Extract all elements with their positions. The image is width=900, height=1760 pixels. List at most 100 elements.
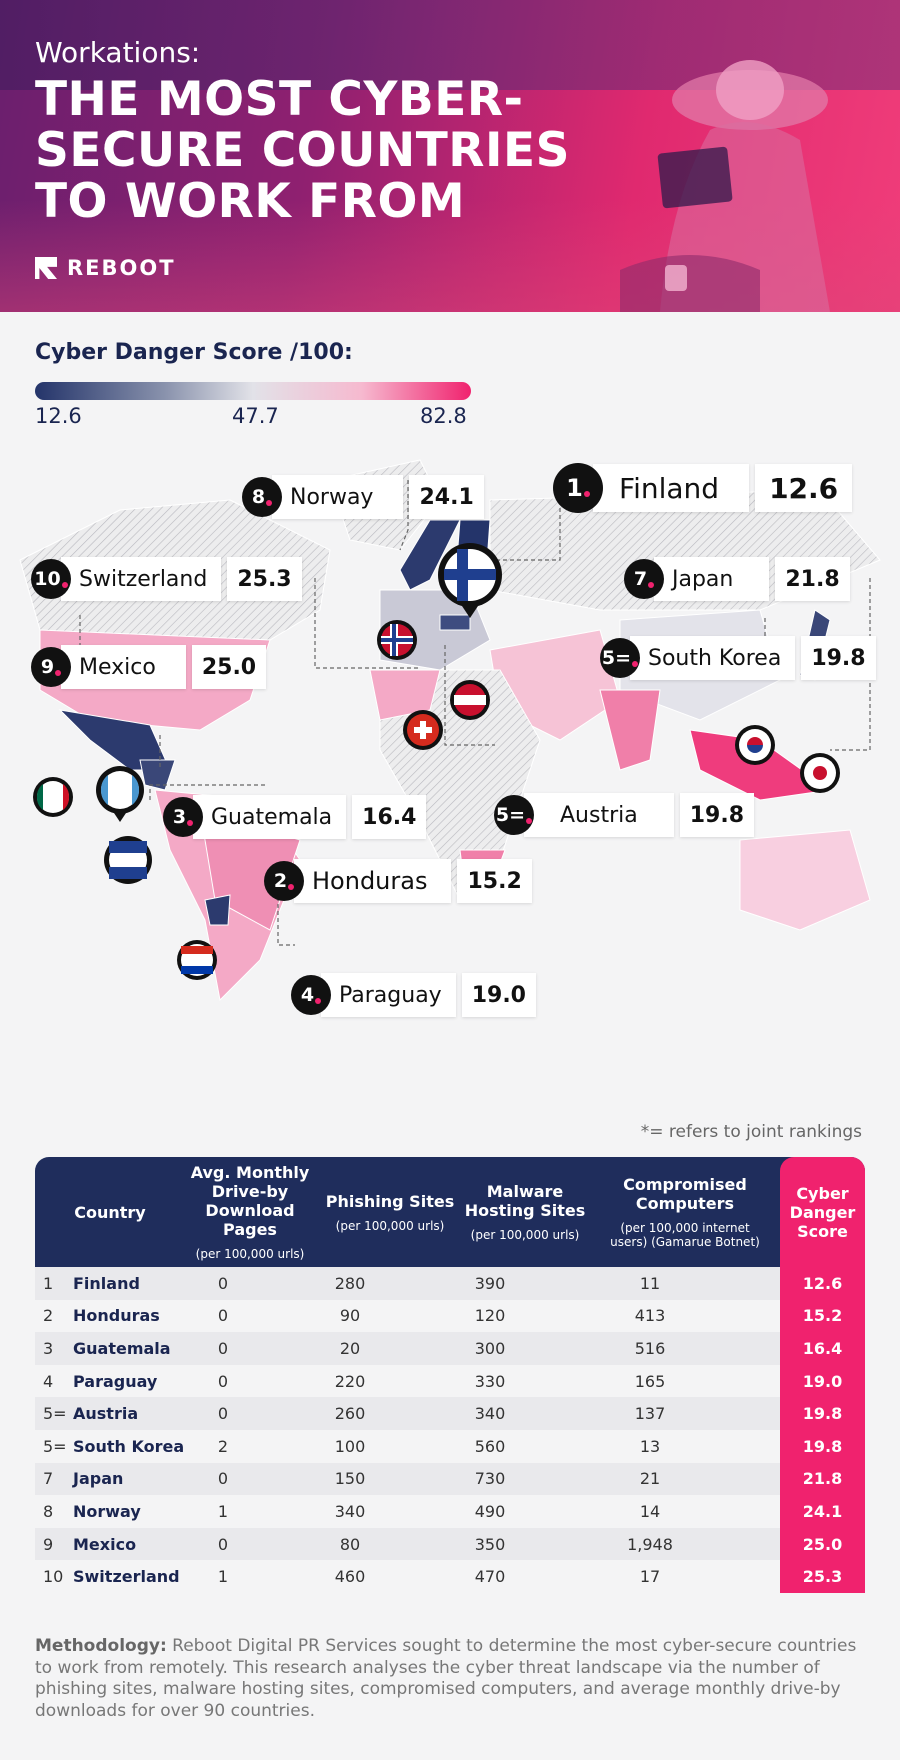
cell-driveby: 0 — [217, 1404, 229, 1424]
cell-compromised: 413 — [634, 1306, 666, 1326]
country-name: Switzerland — [61, 557, 222, 601]
country-name: Paraguay — [321, 973, 456, 1017]
table-row: 7 Japan 0 150 730 21 21.8 — [35, 1462, 865, 1496]
header-compromised-unit: (per 100,000 internet users) (Gamarue Bo… — [610, 1221, 760, 1249]
cell-danger-score: 19.0 — [780, 1364, 865, 1398]
cell-danger-score: 25.3 — [780, 1560, 865, 1593]
kicker-text: Workations: — [35, 36, 201, 69]
cell-rank: 9 — [43, 1534, 54, 1554]
rank-badge: 5= — [494, 795, 534, 835]
header-malware-label: Malware Hosting Sites — [464, 1182, 586, 1220]
reboot-logo: REBOOT — [35, 256, 176, 280]
cell-malware: 560 — [474, 1436, 506, 1456]
header-cyber-danger-score: Cyber Danger Score — [780, 1157, 865, 1267]
cell-compromised: 516 — [634, 1338, 666, 1358]
cell-compromised: 165 — [634, 1371, 666, 1391]
methodology-text: Reboot Digital PR Services sought to det… — [35, 1636, 857, 1721]
cell-malware: 470 — [474, 1567, 506, 1587]
joint-rankings-note: *= refers to joint rankings — [640, 1122, 862, 1142]
brand-name: REBOOT — [67, 256, 176, 280]
cell-rank: 8 — [43, 1501, 54, 1521]
map-label-norway: 8 Norway 24.1 — [242, 475, 484, 519]
cell-malware: 340 — [474, 1404, 506, 1424]
country-score: 19.8 — [679, 793, 755, 837]
cell-danger-score: 19.8 — [780, 1397, 865, 1430]
rank-badge: 8 — [242, 477, 282, 517]
cell-driveby: 1 — [217, 1501, 229, 1521]
cell-malware: 730 — [474, 1469, 506, 1489]
map-australia — [739, 829, 871, 931]
cell-phishing: 260 — [334, 1404, 366, 1424]
cell-rank: 1 — [43, 1273, 54, 1293]
table-row: 5= South Korea 2 100 560 13 19.8 — [35, 1429, 865, 1463]
cell-rank: 4 — [43, 1371, 54, 1391]
connector-japan — [830, 578, 871, 751]
cell-driveby: 0 — [217, 1371, 229, 1391]
header-phishing: Phishing Sites (per 100,000 urls) — [325, 1157, 455, 1267]
map-paraguay — [204, 894, 231, 926]
cell-phishing: 20 — [339, 1338, 361, 1358]
cell-phishing: 340 — [334, 1501, 366, 1521]
country-score: 15.2 — [457, 859, 532, 903]
connector-norway — [399, 480, 409, 551]
rank-badge: 4 — [291, 975, 331, 1015]
rank-badge: 2 — [264, 861, 304, 901]
cell-rank: 3 — [43, 1338, 54, 1358]
map-label-japan: 7 Japan 21.8 — [624, 557, 850, 601]
country-score: 16.4 — [352, 795, 427, 839]
page-title: THE MOST CYBER-SECURE COUNTRIES TO WORK … — [35, 72, 570, 229]
legend-color-bar — [35, 382, 471, 400]
rank-number: 9 — [40, 656, 55, 678]
cell-rank: 7 — [43, 1469, 54, 1489]
woman-with-laptop-photo — [620, 60, 830, 312]
table-row: 8 Norway 1 340 490 14 24.1 — [35, 1495, 865, 1528]
rank-number: 5= — [601, 647, 632, 669]
map-label-mexico: 9 Mexico 25.0 — [31, 645, 267, 689]
header-driveby: Avg. Monthly Drive-by Download Pages (pe… — [185, 1157, 315, 1267]
country-score: 25.3 — [227, 557, 302, 601]
header-compromised-label: Compromised Computers — [623, 1175, 747, 1213]
header-malware-unit: (per 100,000 urls) — [470, 1228, 580, 1242]
cell-rank: 5= — [43, 1436, 67, 1456]
cell-compromised: 17 — [639, 1567, 661, 1587]
cell-phishing: 220 — [334, 1371, 366, 1391]
cell-country: Guatemala — [73, 1338, 171, 1358]
map-india — [599, 689, 661, 771]
guatemala-flag-icon — [96, 766, 144, 822]
cell-country: Honduras — [73, 1306, 160, 1326]
rank-number: 5= — [495, 804, 526, 826]
cell-danger-score: 21.8 — [780, 1462, 865, 1496]
connector-switzerland — [314, 578, 420, 669]
map-label-austria: 5= Austria 19.8 — [494, 793, 755, 837]
rank-number: 4 — [300, 984, 315, 1006]
cell-malware: 350 — [474, 1534, 506, 1554]
cell-danger-score: 15.2 — [780, 1299, 865, 1333]
legend-max-label: 82.8 — [420, 404, 467, 428]
cell-driveby: 0 — [217, 1469, 229, 1489]
cell-malware: 390 — [474, 1273, 506, 1293]
country-name: Guatemala — [193, 795, 347, 839]
table-row: 2 Honduras 0 90 120 413 15.2 — [35, 1299, 865, 1333]
legend-title: Cyber Danger Score /100: — [35, 340, 353, 365]
rank-number: 3 — [172, 806, 187, 828]
table-row: 4 Paraguay 0 220 330 165 19.0 — [35, 1364, 865, 1398]
cell-phishing: 150 — [334, 1469, 366, 1489]
country-score: 25.0 — [191, 645, 267, 689]
cell-country: Finland — [73, 1273, 140, 1293]
reboot-logo-icon — [35, 257, 57, 279]
south-korea-flag-icon — [735, 725, 775, 765]
connector-paraguay — [277, 890, 295, 946]
legend-min-label: 12.6 — [35, 404, 82, 428]
table-row: 5= Austria 0 260 340 137 19.8 — [35, 1397, 865, 1430]
cell-compromised: 21 — [639, 1469, 661, 1489]
rank-number: 1 — [566, 474, 583, 502]
table-row: 3 Guatemala 0 20 300 516 16.4 — [35, 1332, 865, 1365]
cell-malware: 330 — [474, 1371, 506, 1391]
table-row: 10 Switzerland 1 460 470 17 25.3 — [35, 1560, 865, 1593]
cell-country: Japan — [73, 1469, 124, 1489]
mexico-flag-icon — [33, 777, 73, 817]
cell-country: Norway — [73, 1501, 141, 1521]
cell-malware: 120 — [474, 1306, 506, 1326]
rank-badge: 7 — [624, 559, 664, 599]
cell-driveby: 2 — [217, 1436, 229, 1456]
